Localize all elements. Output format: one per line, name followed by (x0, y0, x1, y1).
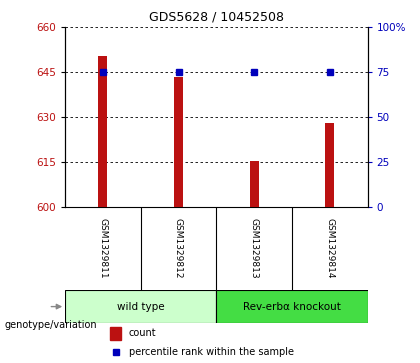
Text: genotype/variation: genotype/variation (4, 320, 97, 330)
Text: GSM1329811: GSM1329811 (98, 218, 108, 279)
Text: GSM1329812: GSM1329812 (174, 219, 183, 279)
Bar (249, 161, 259, 208)
Text: percentile rank within the sample: percentile rank within the sample (129, 347, 294, 357)
Text: GSM1329814: GSM1329814 (325, 219, 334, 279)
Bar (216, 290, 368, 323)
Bar (65, 290, 216, 323)
Bar (98, 56, 108, 208)
Bar (325, 123, 334, 208)
Text: Rev-erbα knockout: Rev-erbα knockout (243, 302, 341, 311)
Title: GDS5628 / 10452508: GDS5628 / 10452508 (149, 10, 284, 23)
Text: wild type: wild type (117, 302, 165, 311)
Text: GSM1329813: GSM1329813 (249, 218, 259, 279)
Bar (110, 327, 121, 339)
Text: count: count (129, 329, 156, 338)
Bar (174, 77, 183, 208)
